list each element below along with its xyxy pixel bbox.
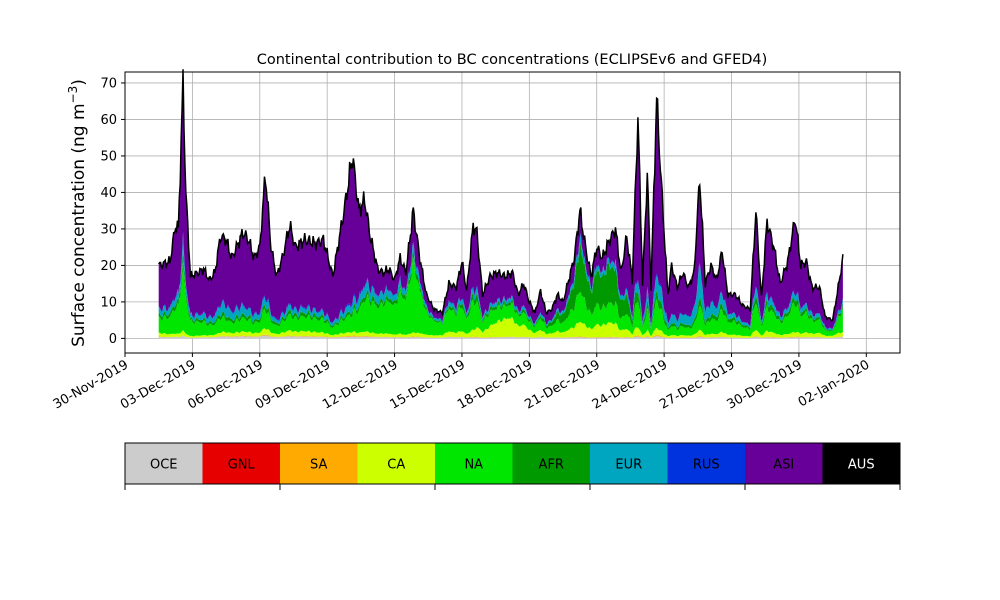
x-tick-label: 15-Dec-2019 [388,357,468,412]
x-tick-label: 24-Dec-2019 [590,357,670,412]
y-tick-label: 20 [100,259,117,274]
total-line [158,69,844,322]
area-ca [158,316,843,338]
chart-title: Continental contribution to BC concentra… [257,52,768,68]
legend-label-oce: OCE [150,458,178,473]
legend-swatch-gnl [202,443,280,484]
legend-label-na: NA [464,458,483,473]
legend-label-aus: AUS [848,458,875,473]
y-tick-label: 10 [100,295,117,310]
legend-label-afr: AFR [539,458,564,473]
x-tick-label: 27-Dec-2019 [657,357,737,412]
legend-swatch-rus [667,443,745,484]
legend-label-ca: CA [387,458,405,473]
legend-label-asi: ASI [773,458,794,473]
legend-frame [124,442,901,485]
legend-swatch-afr [512,443,590,484]
area-asi [158,69,843,330]
y-ticks: 0 10 20 30 40 50 60 70 [100,76,125,347]
legend-label-gnl: GNL [228,458,256,473]
y-axis-label: Surface concentration (ng m−3) [66,79,89,347]
legend-swatch-aus [822,443,900,484]
total-line-layer [158,69,844,322]
region-legend: OCE GNL SA CA NA AFR EUR RUS ASI AUS [124,442,901,490]
x-tick-label: 12-Dec-2019 [320,357,400,412]
y-tick-label: 40 [100,186,117,201]
y-tick-label: 70 [100,76,117,91]
x-ticks: 30-Nov-201903-Dec-201906-Dec-201909-Dec-… [51,353,873,413]
legend-swatch-ca [357,443,435,484]
x-tick-label: 21-Dec-2019 [522,357,602,412]
x-tick-label: 06-Dec-2019 [185,357,265,412]
x-tick-label: 03-Dec-2019 [118,357,198,412]
y-axis-label-sup: −3 [66,86,80,104]
legend-swatch-oce [125,443,203,484]
plot-frame [124,71,901,354]
x-tick-label: 30-Dec-2019 [725,357,805,412]
legend-label-rus: RUS [693,458,720,473]
y-axis-label-text: Surface concentration (ng m [69,103,89,346]
x-tick-label: 09-Dec-2019 [253,357,333,412]
legend-label-sa: SA [310,458,327,473]
stacked-areas [158,69,843,339]
x-tick-label: 18-Dec-2019 [455,357,535,412]
legend-label-eur: EUR [615,458,642,473]
y-tick-label: 50 [100,149,117,164]
legend-swatch-sa [280,443,358,484]
x-tick-label: 02-Jan-2020 [796,357,873,410]
area-oce [158,335,843,339]
y-axis-label-close: ) [69,79,89,86]
legend-swatch-eur [590,443,668,484]
area-sa [158,334,843,338]
y-tick-label: 60 [100,113,117,128]
y-tick-label: 0 [109,332,117,347]
legend-swatch-asi [745,443,823,484]
y-tick-label: 30 [100,222,117,237]
legend-swatch-na [435,443,513,484]
area-na [158,256,843,337]
x-tick-label: 30-Nov-2019 [51,357,131,412]
